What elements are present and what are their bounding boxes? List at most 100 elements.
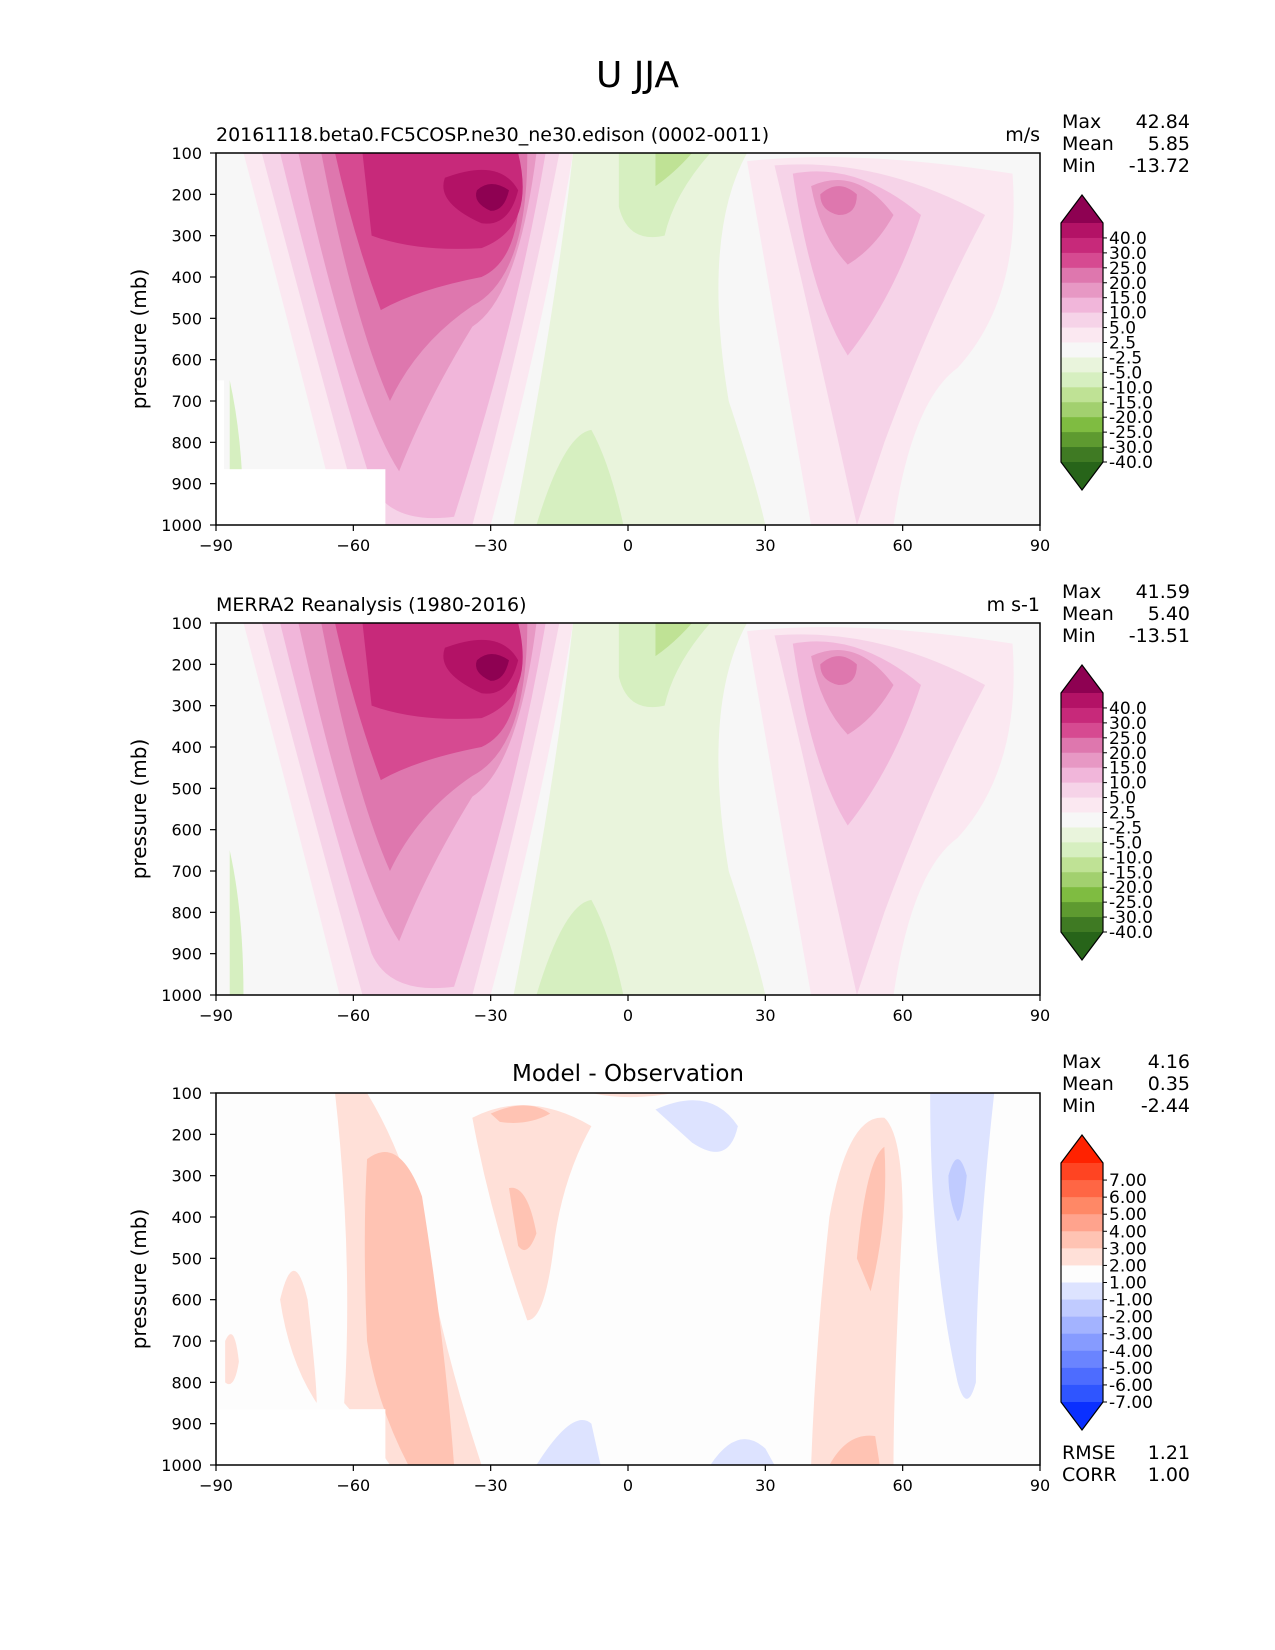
x-tick-label: 60 [892, 1006, 912, 1025]
colorbar-segment [1061, 312, 1103, 329]
colorbar-segment [1061, 447, 1103, 463]
colorbar-label: 2.5 [1109, 804, 1136, 824]
colorbar-segment [1061, 1180, 1103, 1198]
colorbar-segment [1061, 252, 1103, 269]
colorbar-segment [1061, 1384, 1103, 1403]
colorbar-label: -4.00 [1109, 1342, 1153, 1362]
y-tick-label: 700 [171, 1332, 202, 1351]
contour-region [655, 153, 693, 187]
colorbar-extend-max [1061, 665, 1103, 693]
colorbar-label: -3.00 [1109, 1325, 1153, 1345]
stat-label: Mean [1062, 1073, 1114, 1095]
colorbar-label: -25.0 [1109, 893, 1153, 913]
colorbar-label: 2.5 [1109, 334, 1136, 354]
colorbar-label: -40.0 [1109, 923, 1153, 943]
colorbar-label: -10.0 [1109, 848, 1153, 868]
colorbar-segment [1061, 827, 1103, 843]
colorbar-label: 5.00 [1109, 1205, 1147, 1225]
colorbar-label: 3.00 [1109, 1239, 1147, 1259]
colorbar-label: 4.00 [1109, 1222, 1147, 1242]
y-tick-label: 700 [171, 392, 202, 411]
x-tick-label: 30 [755, 536, 775, 555]
colorbar-segment [1061, 887, 1103, 903]
colorbar-segment [1061, 1350, 1103, 1369]
y-tick-label: 500 [171, 1249, 202, 1268]
x-tick-label: −60 [336, 536, 370, 555]
stat-label: Max [1062, 111, 1101, 133]
stat-value: 5.40 [1148, 603, 1190, 625]
y-tick-label: 300 [171, 227, 202, 246]
x-tick-label: 0 [623, 536, 633, 555]
contour-region [229, 850, 244, 995]
stat-label: Max [1062, 1051, 1101, 1073]
colorbar-label: -5.0 [1109, 833, 1142, 853]
y-tick-label: 300 [171, 1167, 202, 1186]
contour-region [472, 1105, 592, 1321]
contour-region [364, 1152, 455, 1465]
contour-region [930, 1093, 995, 1399]
stat-value: -13.72 [1129, 155, 1190, 177]
y-tick-label: 100 [171, 614, 202, 633]
colorbar-segment [1061, 372, 1103, 388]
y-tick-label: 1000 [161, 986, 202, 1005]
colorbar-label: -1.00 [1109, 1291, 1153, 1311]
contour-region [513, 153, 766, 525]
contour-region [710, 1439, 775, 1465]
x-tick-label: 90 [1030, 1476, 1050, 1495]
colorbar-extend-max [1061, 195, 1103, 223]
y-tick-label: 900 [171, 945, 202, 964]
x-tick-label: −90 [199, 536, 233, 555]
contour-region [856, 1146, 886, 1292]
x-tick-label: 60 [892, 536, 912, 555]
colorbar-segment [1061, 297, 1103, 314]
contour-region [476, 654, 509, 681]
colorbar-label: 15.0 [1109, 759, 1147, 779]
contour-region [536, 899, 624, 995]
colorbar-segment [1061, 872, 1103, 888]
colorbar-label: -20.0 [1109, 878, 1153, 898]
colorbar-segment [1061, 223, 1103, 239]
colorbar-segment [1061, 1231, 1103, 1249]
y-tick-label: 200 [171, 655, 202, 674]
colorbar-segment [1061, 342, 1103, 358]
y-axis-label: pressure (mb) [127, 1209, 151, 1350]
colorbar-label: -15.0 [1109, 393, 1153, 413]
stat-label: Max [1062, 581, 1101, 603]
x-tick-label: 90 [1030, 1006, 1050, 1025]
x-tick-label: 30 [755, 1476, 775, 1495]
contour-region [655, 1100, 738, 1152]
colorbar-label: -30.0 [1109, 438, 1153, 458]
colorbar-segment [1061, 237, 1103, 254]
y-tick-label: 1000 [161, 516, 202, 535]
colorbar-segment [1061, 812, 1103, 828]
panel-title: 20161118.beta0.FC5COSP.ne30_ne30.edison … [216, 124, 769, 146]
colorbar-segment [1061, 752, 1103, 769]
y-tick-label: 600 [171, 821, 202, 840]
contour-region [536, 429, 624, 525]
colorbar-label: -7.00 [1109, 1393, 1153, 1413]
panel-title: Model - Observation [512, 1061, 744, 1087]
mask-region [216, 469, 386, 525]
units-label: m s-1 [987, 594, 1040, 616]
contour-region [536, 1419, 601, 1465]
colorbar-label: -2.5 [1109, 818, 1142, 838]
stat-value: 41.59 [1136, 581, 1190, 603]
colorbar-label: 2.00 [1109, 1256, 1147, 1276]
model-panel: 20161118.beta0.FC5COSP.ne30_ne30.edison … [127, 111, 1190, 555]
stat-value: -13.51 [1129, 625, 1190, 647]
colorbar-segment [1061, 282, 1103, 299]
stat-label: Min [1062, 1095, 1096, 1117]
mask-region [216, 380, 224, 525]
colorbar-label: 20.0 [1109, 274, 1147, 294]
y-tick-label: 600 [171, 1291, 202, 1310]
colorbar-segment [1061, 387, 1103, 403]
colorbar-segment [1061, 842, 1103, 858]
colorbar-segment [1061, 857, 1103, 873]
colorbar-label: 6.00 [1109, 1188, 1147, 1208]
bottom-stat-value: 1.00 [1148, 1464, 1190, 1486]
y-tick-label: 100 [171, 1084, 202, 1103]
colorbar-segment [1061, 707, 1103, 724]
y-tick-label: 500 [171, 309, 202, 328]
contour-region [948, 1159, 967, 1222]
colorbar-segment [1061, 417, 1103, 433]
